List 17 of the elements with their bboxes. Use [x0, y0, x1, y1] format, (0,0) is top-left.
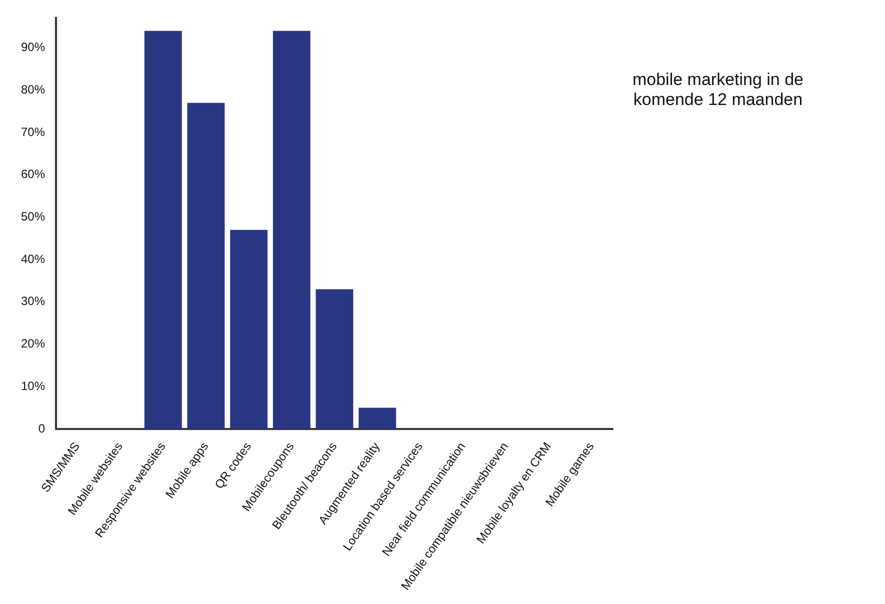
y-tick-label: 50%	[20, 210, 46, 224]
y-tick-label: 20%	[20, 336, 46, 351]
bar	[358, 408, 396, 429]
y-tick-label: 60%	[20, 167, 46, 182]
y-tick-label: 40%	[20, 252, 46, 266]
text: mobile marketing in de komende 12 maanden	[631, 70, 805, 110]
y-tick-label: 80%	[20, 82, 46, 96]
bar	[187, 102, 225, 429]
y-tick-label: 30%	[20, 294, 46, 308]
bar	[230, 230, 268, 429]
bar	[144, 30, 182, 429]
y-tick-label: 0	[38, 421, 46, 436]
bar	[316, 289, 354, 429]
bar	[272, 30, 310, 429]
y-tick-label: 90%	[20, 40, 46, 54]
y-tick-label: 10%	[20, 378, 46, 393]
y-tick-label: 70%	[20, 124, 46, 139]
